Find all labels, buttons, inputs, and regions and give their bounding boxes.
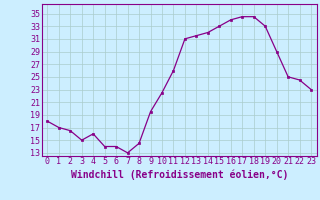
X-axis label: Windchill (Refroidissement éolien,°C): Windchill (Refroidissement éolien,°C) (70, 169, 288, 180)
